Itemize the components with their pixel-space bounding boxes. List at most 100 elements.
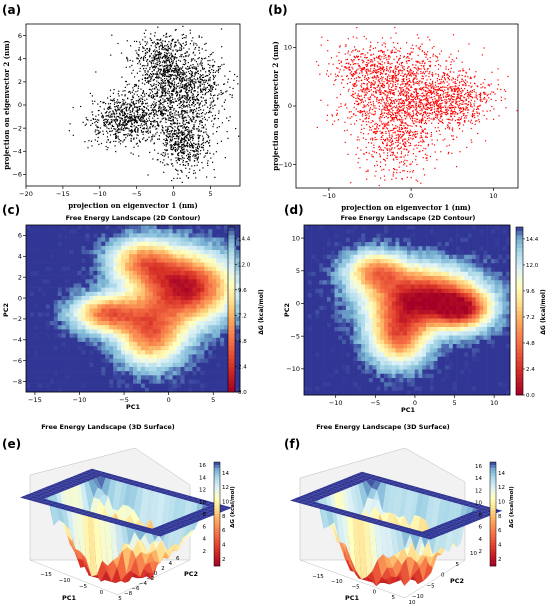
scatter-point — [462, 104, 463, 105]
scatter-point — [406, 124, 407, 125]
scatter-point — [167, 130, 168, 131]
scatter-point — [133, 90, 134, 91]
scatter-point — [365, 91, 366, 92]
scatter-point — [213, 72, 214, 73]
scatter-point — [479, 121, 480, 122]
scatter-point — [165, 140, 166, 141]
scatter-point — [208, 80, 209, 81]
scatter-point — [172, 74, 173, 75]
scatter-point — [122, 105, 123, 106]
scatter-point — [153, 57, 154, 58]
scatter-point — [192, 88, 193, 89]
scatter-point — [192, 64, 193, 65]
scatter-point — [368, 99, 369, 100]
scatter-point — [172, 165, 173, 166]
scatter-point — [367, 92, 368, 93]
scatter-point — [153, 55, 154, 56]
scatter-point — [106, 146, 107, 147]
scatter-point — [162, 102, 163, 103]
scatter-point — [422, 103, 423, 104]
scatter-point — [104, 102, 105, 103]
scatter-point — [379, 149, 380, 150]
scatter-point — [398, 139, 399, 140]
scatter-point — [157, 62, 158, 63]
scatter-point — [380, 83, 381, 84]
scatter-point — [427, 84, 428, 85]
scatter-point — [422, 88, 423, 89]
scatter-point — [173, 91, 174, 92]
scatter-point — [379, 185, 380, 186]
scatter-point — [407, 88, 408, 89]
scatter-point — [411, 107, 412, 108]
scatter-point — [455, 90, 456, 91]
scatter-point — [389, 141, 390, 142]
scatter-point — [181, 72, 182, 73]
scatter-point — [360, 89, 361, 90]
scatter-point — [142, 121, 143, 122]
scatter-point — [400, 134, 401, 135]
scatter-point — [427, 107, 428, 108]
scatter-point — [146, 48, 147, 49]
scatter-point — [165, 142, 166, 143]
scatter-point — [114, 104, 115, 105]
scatter-point — [495, 100, 496, 101]
scatter-point — [203, 127, 204, 128]
scatter-point — [131, 135, 132, 136]
scatter-point — [150, 121, 151, 122]
scatter-point — [407, 114, 408, 115]
scatter-point — [154, 53, 155, 54]
scatter-point — [164, 45, 165, 46]
scatter-point — [408, 104, 409, 105]
scatter-point — [432, 55, 433, 56]
scatter-point — [150, 81, 151, 82]
scatter-point — [396, 89, 397, 90]
scatter-point — [185, 136, 186, 137]
scatter-point — [200, 109, 201, 110]
scatter-point — [378, 77, 379, 78]
scatter-point — [428, 102, 429, 103]
scatter-point — [170, 45, 171, 46]
scatter-point — [146, 115, 147, 116]
scatter-point — [453, 101, 454, 102]
scatter-point — [131, 122, 132, 123]
scatter-point — [193, 128, 194, 129]
scatter-point — [389, 99, 390, 100]
scatter-point — [438, 111, 439, 112]
scatter-point — [178, 155, 179, 156]
scatter-point — [445, 61, 446, 62]
scatter-point — [468, 43, 469, 44]
scatter-point — [222, 106, 223, 107]
scatter-point — [220, 90, 221, 91]
scatter-point — [370, 127, 371, 128]
scatter-point — [431, 110, 432, 111]
scatter-point — [218, 69, 219, 70]
scatter-point — [438, 74, 439, 75]
scatter-point — [155, 105, 156, 106]
scatter-point — [451, 95, 452, 96]
scatter-point — [187, 94, 188, 95]
scatter-point — [450, 108, 451, 109]
scatter-point — [170, 108, 171, 109]
scatter-point — [383, 99, 384, 100]
scatter-point — [110, 99, 111, 100]
scatter-point — [361, 99, 362, 100]
scatter-point — [212, 101, 213, 102]
scatter-point — [183, 74, 184, 75]
scatter-point — [389, 89, 390, 90]
scatter-point — [193, 119, 194, 120]
scatter-point — [484, 98, 485, 99]
scatter-point — [187, 161, 188, 162]
scatter-point — [399, 119, 400, 120]
scatter-point — [189, 168, 190, 169]
scatter-point — [140, 101, 141, 102]
scatter-point — [161, 112, 162, 113]
scatter-point — [149, 94, 150, 95]
scatter-point — [418, 112, 419, 113]
scatter-point — [198, 73, 199, 74]
scatter-point — [398, 74, 399, 75]
scatter-point — [358, 104, 359, 105]
scatter-point — [188, 68, 189, 69]
scatter-point — [351, 111, 352, 112]
scatter-point — [139, 119, 140, 120]
scatter-point — [189, 80, 190, 81]
